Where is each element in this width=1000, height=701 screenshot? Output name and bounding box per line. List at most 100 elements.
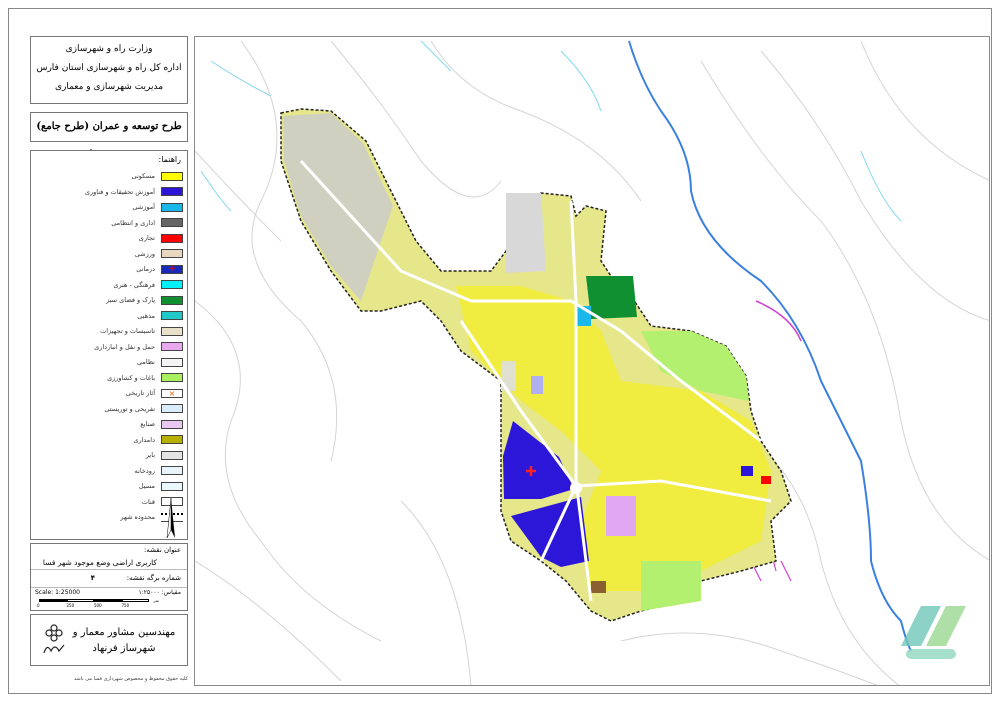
org-ministry: وزارت راه و شهرسازی [65, 44, 153, 54]
legend-item: مسیل [33, 479, 183, 493]
legend-item: بایر [33, 448, 183, 462]
sheet-label: شماره برگه نقشه: [126, 574, 181, 582]
map-title: کاربری اراضی وضع موجود شهر فسا [42, 558, 157, 567]
barren-land [506, 193, 546, 273]
legend-item: باغات و کشاورزی [33, 371, 183, 385]
legend-label: صنایع [140, 420, 155, 428]
gardens [641, 331, 749, 401]
legend-label: باغات و کشاورزی [107, 373, 155, 382]
legend-label: مذهبی [137, 311, 155, 320]
legend-item: + درمانی [33, 262, 183, 276]
legend-label: حمل و نقل و انبارداری [94, 342, 155, 351]
scale-tick: 250 [66, 603, 75, 608]
legend-item: مسکونی [33, 169, 183, 183]
legend-item: دامداری [33, 433, 183, 447]
legend-label: رودخانه [134, 466, 155, 475]
education-block [741, 466, 753, 476]
land-use-map [195, 40, 989, 685]
legend-swatch [161, 481, 183, 491]
scale-bar: 0 250 500 750 متر [37, 598, 159, 608]
legend-item: رودخانه [33, 464, 183, 478]
legend-label: درمانی [136, 265, 155, 273]
commercial-block [761, 476, 771, 484]
legend-item: مذهبی [33, 309, 183, 323]
legend-swatch [161, 218, 183, 227]
legend-label: ورزشی [134, 249, 155, 258]
legend-item: نظامی [33, 355, 183, 369]
legend-item: صنایع [33, 417, 183, 431]
consultant-block: مهندسین مشاور معمار و شهرساز فرنهاد [30, 614, 188, 666]
consultant-name: مهندسین مشاور معمار و شهرساز فرنهاد [72, 627, 176, 654]
block [531, 376, 543, 394]
copyright-footer: کلیه حقوق محفوظ و مخصوص شهرداری فسا می ب… [73, 676, 188, 682]
legend-item: تجاری [33, 231, 183, 245]
legend-swatch: × [161, 388, 183, 398]
legend-label: بایر [145, 451, 155, 459]
legend-label: قنات [141, 497, 155, 506]
legend-item: × آثار تاریخی [33, 386, 183, 400]
legend-swatch [161, 202, 183, 212]
hospital-icon [526, 466, 536, 476]
legend-swatch [161, 497, 183, 506]
legend-label: فرهنگی - هنری [113, 280, 155, 289]
legend-label: محدوده شهر [120, 513, 155, 521]
roundabout [570, 482, 582, 494]
legend-label: آموزشی [132, 203, 155, 211]
research-education-zone [503, 421, 574, 499]
river [628, 40, 912, 652]
watermark-logo-icon [901, 606, 966, 659]
research-education-zone [511, 497, 589, 567]
legend-label: مسیل [138, 482, 155, 490]
legend-item: آموزش تحقیقات و فناوری [33, 185, 183, 199]
legend-title: راهنما: [158, 155, 181, 164]
legend-label: اداری و انتظامی [111, 218, 155, 227]
legend-swatch [161, 187, 183, 196]
legend-swatch [161, 233, 183, 243]
legend-swatch [161, 280, 183, 289]
legend-item: فرهنگی - هنری [33, 278, 183, 292]
org-office: اداره کل راه و شهرسازی استان فارس [36, 63, 182, 73]
scale-unit: متر [153, 598, 159, 603]
legend-label: دامداری [133, 435, 155, 444]
legend-item: تفریحی و توریستی [33, 402, 183, 416]
legend-label: تجاری [138, 234, 155, 242]
scale-fa: مقیاس: ۱:۲۵۰۰۰ [138, 589, 182, 596]
legend-item: پارک و فضای سبز [33, 293, 183, 307]
map-title-label: عنوان نقشه: [143, 546, 181, 554]
organization-block: وزارت راه و شهرسازی اداره کل راه و شهرسا… [30, 36, 188, 104]
legend-item: ورزشی [33, 247, 183, 261]
park [586, 276, 637, 319]
legend-label: تفریحی و توریستی [104, 404, 155, 413]
legend-label: نظامی [136, 358, 155, 366]
sheet-frame [8, 8, 992, 694]
block [501, 361, 516, 391]
legend-item: قنات [33, 495, 183, 509]
legend-swatch [161, 450, 183, 460]
legend-swatch [161, 357, 183, 367]
legend-swatch: + [161, 264, 183, 274]
legend-swatch [161, 171, 183, 181]
legend-swatch [161, 466, 183, 475]
legend-swatch [161, 404, 183, 413]
legend-label: مسکونی [131, 172, 155, 180]
livestock-block [591, 581, 606, 593]
legend-item: آموزشی [33, 200, 183, 214]
scale-tick: 0 [37, 603, 40, 608]
legend-label: پارک و فضای سبز [106, 296, 155, 304]
transport-zone [606, 496, 636, 536]
map-info-block: عنوان نقشه: کاربری اراضی وضع موجود شهر ف… [30, 543, 188, 611]
map-view[interactable] [194, 36, 990, 686]
legend-swatch [161, 295, 183, 305]
consultant-logo-icon [43, 624, 65, 654]
streams [200, 40, 902, 222]
legend-item: تاسیسات و تجهیزات [33, 324, 183, 338]
scale-tick: 750 [121, 603, 130, 608]
project-title: طرح توسعه و عمران (طرح جامع) شهر فسا [30, 112, 188, 160]
legend-swatch [161, 311, 183, 320]
legend-swatch [161, 435, 183, 444]
scale-en: Scale: 1:25000 [35, 589, 80, 596]
legend-swatch [161, 342, 183, 351]
legend-label: آموزش تحقیقات و فناوری [84, 187, 155, 196]
legend-label: آثار تاریخی [125, 389, 155, 397]
legend-swatch [161, 373, 183, 382]
